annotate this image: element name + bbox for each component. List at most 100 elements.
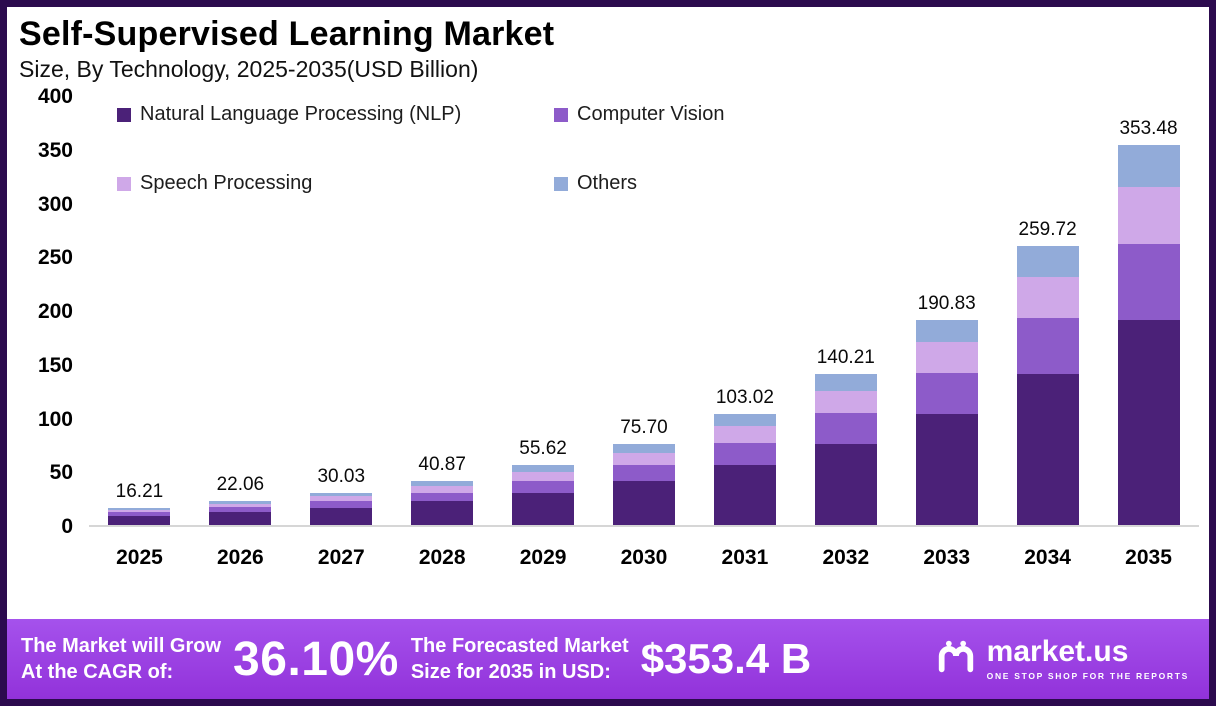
bar-segment [713, 443, 776, 466]
bar-stack [713, 414, 776, 525]
bar-segment [411, 485, 474, 493]
x-tick-label: 2027 [317, 546, 365, 569]
bar-total-label: 16.21 [115, 480, 164, 502]
y-tick-label: 400 [37, 85, 73, 108]
bar-segment [814, 413, 877, 444]
bar-segment [310, 492, 373, 497]
bar-column-2025: 16.21 [89, 97, 190, 525]
bar-segment [1117, 319, 1180, 525]
x-tick-label: 2029 [519, 546, 567, 569]
legend-label: Computer Vision [577, 103, 725, 125]
legend-label: Speech Processing [140, 172, 313, 194]
chart-subtitle: Size, By Technology, 2025-2035(USD Billi… [19, 56, 479, 82]
legend-swatch-icon [554, 107, 568, 122]
x-axis: 2025 2026 2027 2028 2029 2030 2031 2032 2033 2034… [89, 546, 1209, 570]
bar-segment [1016, 318, 1079, 375]
x-tick-label: 2035 [1125, 546, 1172, 569]
forecast-label-line2: Size for 2035 in USD: [410, 661, 611, 683]
bar-segment [713, 465, 776, 525]
x-tick-label: 2028 [418, 546, 466, 569]
bar-segment [512, 492, 575, 525]
bar-stack [1016, 245, 1079, 525]
x-tick-label: 2030 [620, 546, 668, 569]
bar-total-label: 22.06 [216, 474, 265, 496]
bar-column-2033: 190.83 [896, 97, 997, 525]
bar-segment [915, 342, 978, 374]
y-tick-label: 350 [37, 138, 73, 162]
y-tick-label: 0 [61, 515, 73, 538]
footer-banner: The Market will Grow At the CAGR of: 36.… [7, 619, 1209, 699]
legend: Natural Language Processing (NLP) Compute… [117, 103, 724, 195]
bar-segment [612, 443, 675, 453]
forecast-label: The Forecasted Market Size for 2035 in U… [411, 633, 629, 685]
legend-swatch-icon [117, 107, 131, 122]
bar-segment [108, 512, 171, 516]
y-tick-label: 100 [37, 407, 73, 431]
brand-text: market.us ONE STOP SHOP FOR THE REPORTS [986, 635, 1189, 682]
legend-item: Computer Vision [554, 103, 724, 126]
y-tick-label: 200 [37, 300, 73, 323]
bar-stack [512, 465, 575, 525]
legend-item: Speech Processing [117, 172, 554, 195]
bar-segment [310, 496, 373, 502]
bar-segment [209, 503, 272, 508]
bar-segment [310, 501, 373, 508]
bar-stack [310, 492, 373, 525]
bar-total-label: 190.83 [917, 292, 976, 314]
chart-title: Self-Supervised Learning Market [19, 15, 555, 53]
bar-total-label: 40.87 [418, 454, 466, 476]
bar-column-2034: 259.72 [997, 97, 1098, 525]
bar-segment [612, 452, 675, 465]
y-tick-label: 300 [37, 192, 73, 216]
bar-segment [108, 515, 171, 525]
bar-total-label: 30.03 [317, 465, 366, 487]
cagr-label: The Market will Grow At the CAGR of: [21, 633, 221, 685]
bar-segment [411, 501, 474, 525]
x-tick-label: 2031 [721, 546, 769, 569]
bar-stack [915, 319, 978, 525]
bar-stack [209, 501, 272, 525]
bar-segment [411, 492, 474, 502]
legend-swatch-icon [117, 176, 131, 191]
y-tick-label: 50 [49, 461, 73, 485]
bar-total-label: 55.62 [519, 438, 567, 460]
y-tick-label: 250 [37, 246, 73, 270]
bar-total-label: 353.48 [1119, 118, 1178, 140]
brand-name: market.us [986, 635, 1129, 668]
bar-stack [814, 374, 877, 525]
bar-segment [411, 481, 474, 486]
bar-column-2035: 353.48 [1098, 97, 1199, 525]
cagr-value: 36.10% [233, 632, 399, 686]
bar-total-label: 140.21 [816, 347, 875, 369]
bar-segment [1016, 374, 1079, 525]
y-tick-label: 150 [37, 353, 73, 377]
brand-tagline: ONE STOP SHOP FOR THE REPORTS [986, 671, 1189, 681]
bar-stack [411, 481, 474, 525]
bar-stack [108, 507, 171, 525]
x-tick-label: 2034 [1024, 546, 1071, 569]
x-tick-label: 2032 [822, 546, 870, 569]
bar-total-label: 103.02 [715, 387, 774, 409]
bar-segment [814, 390, 877, 414]
bar-segment [915, 414, 978, 525]
x-tick-label: 2026 [217, 546, 264, 569]
bar-column-2028: 40.87 [392, 97, 493, 525]
bar-segment [814, 443, 877, 525]
bar-stack [1117, 145, 1180, 525]
forecast-label-line1: The Forecasted Market [410, 635, 629, 657]
bar-total-label: 75.70 [620, 416, 668, 438]
bar-segment [1117, 243, 1180, 320]
y-axis: 400 350 300 250 200 150 100 50 0 [7, 86, 89, 538]
bar-segment [1117, 186, 1180, 244]
legend-item: Others [554, 172, 724, 195]
bar-segment [209, 501, 272, 504]
stacked-bar-chart: 400 350 300 250 200 150 100 50 0 Natural Languag… [7, 86, 1209, 538]
bar-segment [209, 512, 272, 525]
bar-segment [310, 507, 373, 525]
bar-column-2031: 103.02 [694, 97, 795, 525]
marketus-logo-icon [935, 636, 977, 683]
bar-segment [915, 373, 978, 415]
cagr-label-line1: The Market will Grow [21, 635, 222, 657]
legend-label: Natural Language Processing (NLP) [140, 103, 462, 125]
legend-swatch-icon [554, 176, 568, 191]
